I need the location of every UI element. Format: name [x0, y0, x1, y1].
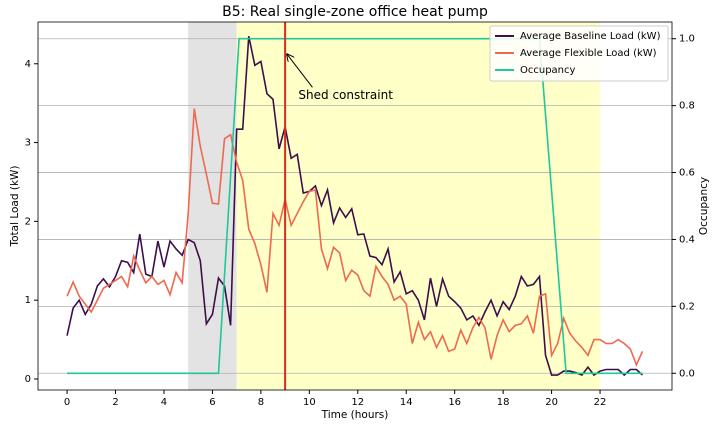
x-tick-label: 20 [545, 397, 558, 408]
x-tick-label: 8 [258, 397, 264, 408]
x-tick-label: 22 [594, 397, 607, 408]
x-tick-label: 16 [448, 397, 461, 408]
legend: Average Baseline Load (kW) Average Flexib… [489, 25, 669, 82]
series-line [67, 37, 643, 375]
annotation-text: Shed constraint [298, 88, 393, 102]
x-tick-label: 18 [497, 397, 510, 408]
annotation-arrow [287, 54, 313, 88]
series-line [66, 36, 643, 377]
y-tick-label: 4 [25, 59, 31, 70]
y2-tick-label: 0.6 [679, 168, 695, 179]
y2-tick-label: 0.0 [679, 368, 695, 379]
x-tick-label: 12 [351, 397, 364, 408]
x-tick-label: 6 [209, 397, 215, 408]
y-tick-label: 1 [25, 295, 31, 306]
shaded-region [236, 22, 601, 390]
series-line [66, 108, 644, 367]
x-tick-label: 4 [161, 397, 167, 408]
y-axis-label: Total Load (kW) [9, 165, 21, 247]
plot-frame [37, 21, 673, 391]
y2-tick-label: 0.8 [679, 101, 695, 112]
legend-box [489, 25, 669, 82]
y-tick-label: 3 [25, 138, 31, 149]
x-tick-label: 10 [303, 397, 316, 408]
x-tick-label: 2 [112, 397, 118, 408]
chart-title: B5: Real single-zone office heat pump [222, 4, 488, 20]
legend-label: Occupancy [520, 65, 576, 76]
x-tick-label: 0 [64, 397, 70, 408]
legend-label: Average Flexible Load (kW) [520, 48, 657, 59]
x-axis-label: Time (hours) [321, 409, 389, 421]
y2-axis-label: Occupancy [698, 177, 710, 235]
y-tick-label: 0 [25, 374, 31, 385]
y2-tick-label: 0.4 [679, 234, 695, 245]
legend-label: Average Baseline Load (kW) [520, 31, 661, 42]
y2-tick-label: 1.0 [679, 34, 695, 45]
y-tick-label: 2 [25, 216, 31, 227]
x-tick-label: 14 [400, 397, 413, 408]
y2-tick-label: 0.2 [679, 301, 695, 312]
